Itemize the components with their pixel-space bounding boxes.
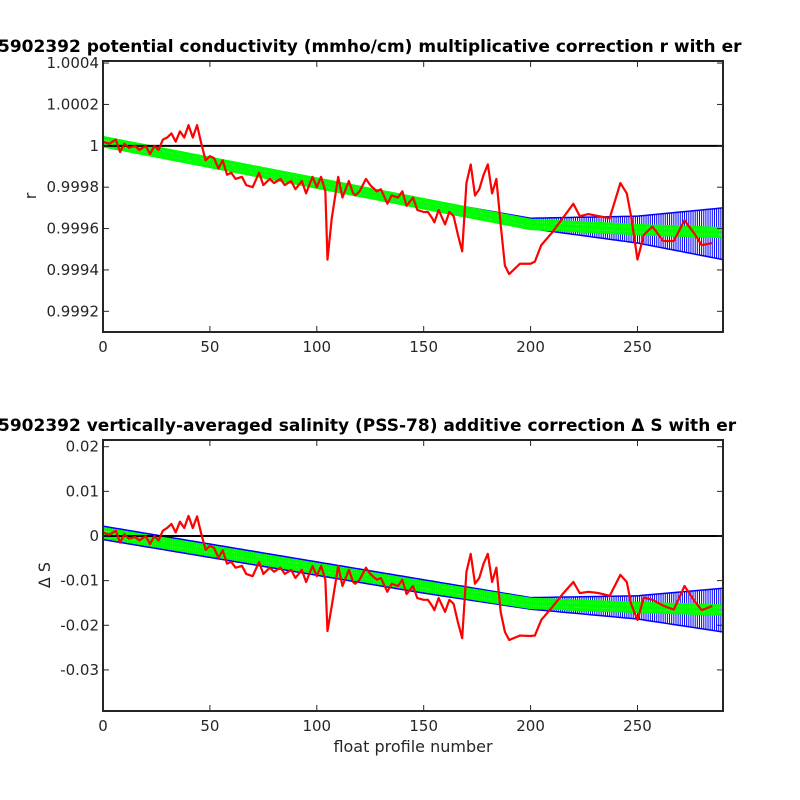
x-tick-label: 50 — [200, 717, 219, 735]
x-tick-label: 50 — [200, 338, 219, 356]
y-tick-label: 1.0004 — [47, 54, 100, 72]
x-tick-label: 0 — [98, 717, 108, 735]
data-series-line — [103, 514, 713, 642]
y-tick-label: 0.01 — [66, 482, 99, 500]
plot-area: 0 50 100 150 200 250 -0.03 -0.02 -0.01 0 0.01 0.02 — [60, 438, 724, 735]
data-series-line — [103, 124, 713, 276]
y-tick-label: -0.01 — [60, 572, 99, 590]
chart-title: 5902392 potential conductivity (mmho/cm)… — [0, 37, 742, 57]
fit-point — [717, 604, 723, 616]
x-axis-label: float profile number — [333, 737, 493, 756]
x-tick-label: 250 — [623, 338, 652, 356]
x-tick-label: 0 — [98, 338, 108, 356]
y-tick-label: 0.9992 — [47, 302, 100, 320]
x-tick-label: 150 — [409, 717, 438, 735]
x-tick-label: 100 — [302, 717, 331, 735]
y-tick-label: 0 — [89, 527, 99, 545]
fit-markers — [103, 527, 723, 616]
fit-point — [103, 135, 109, 148]
plot-content — [103, 124, 723, 276]
y-tick-label: 1 — [89, 137, 99, 155]
x-tick-label: 200 — [516, 717, 545, 735]
x-tick-label: 200 — [516, 338, 545, 356]
y-axis-label: Δ S — [35, 562, 54, 588]
x-tick-label: 250 — [623, 717, 652, 735]
x-tick-label: 100 — [302, 338, 331, 356]
fit-point — [717, 227, 723, 239]
y-tick-label: 0.9994 — [47, 261, 100, 279]
chart-title: 5902392 vertically-averaged salinity (PS… — [0, 416, 737, 436]
fit-point — [103, 527, 109, 539]
y-axis-label: r — [21, 192, 40, 199]
plot-background — [103, 440, 723, 711]
y-tick-label: -0.03 — [60, 661, 99, 679]
axes-frame — [102, 439, 724, 712]
error-upper-line — [103, 525, 723, 599]
y-tick-label: 0.02 — [66, 438, 99, 456]
y-tick-label: 0.9996 — [47, 220, 100, 238]
panel-salinity-correction: 5902392 vertically-averaged salinity (PS… — [0, 416, 737, 756]
axes-frame — [102, 60, 724, 333]
y-tick-label: -0.02 — [60, 616, 99, 634]
error-lower-line — [103, 538, 723, 633]
plot-area: 0 50 100 150 200 250 0.9992 0.9994 0.9996 0.9998 1… — [47, 54, 724, 356]
y-tick-label: 0.9998 — [47, 178, 100, 196]
plot-content — [103, 514, 723, 642]
x-tick-label: 150 — [409, 338, 438, 356]
panel-conductivity-correction: 5902392 potential conductivity (mmho/cm)… — [0, 37, 742, 356]
y-tick-label: 1.0002 — [47, 95, 100, 113]
